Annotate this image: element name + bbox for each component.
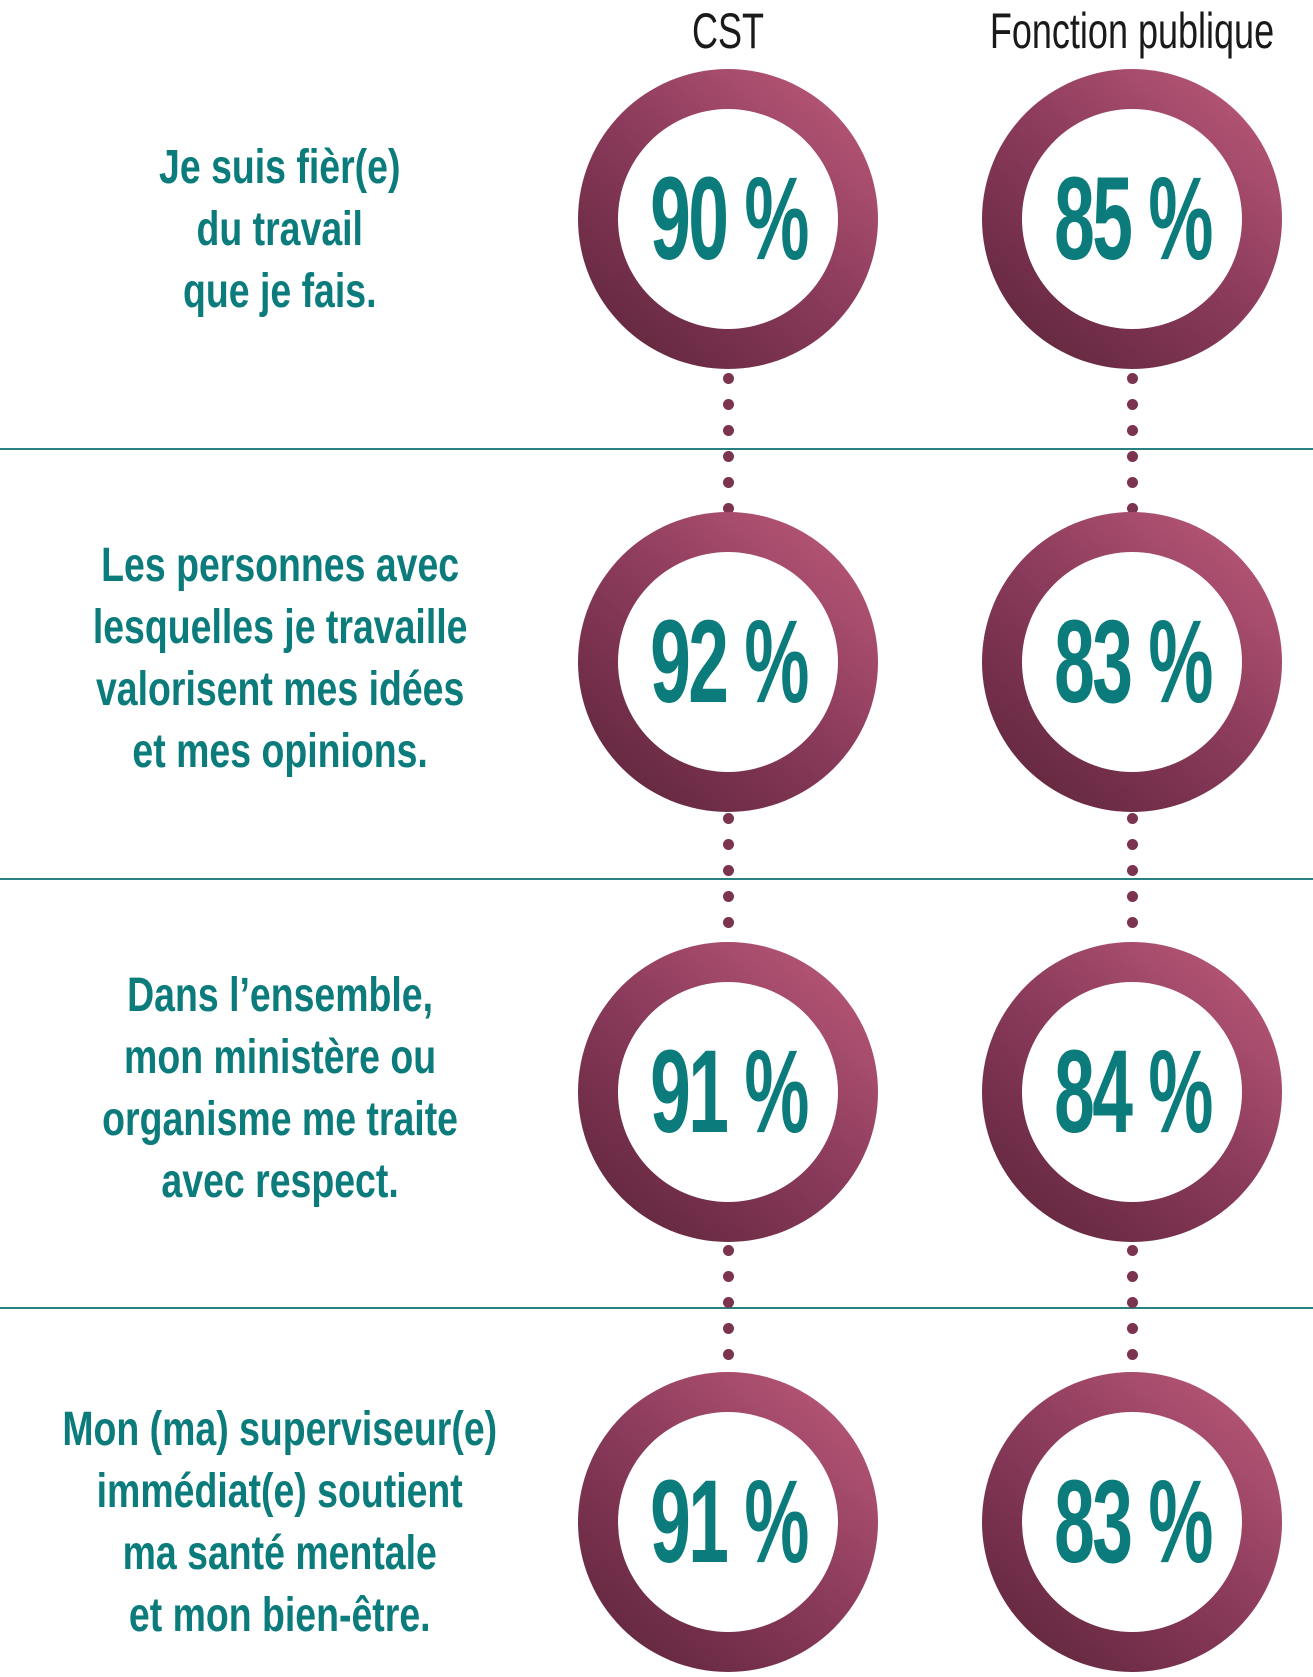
statement-line: mon ministère ou (123, 1031, 437, 1084)
public-service-ring-row-2: 83 % (982, 512, 1282, 812)
public-service-ring-row-3: 84 % (982, 942, 1282, 1242)
statement-line: valorisent mes idées (95, 663, 465, 716)
cst-percentage: 90 % (649, 153, 809, 285)
row-divider (0, 878, 1313, 880)
public-service-percentage: 83 % (1053, 596, 1213, 728)
statement-line: et mes opinions. (132, 725, 428, 778)
public-service-ring-row-1: 85 % (982, 69, 1282, 369)
dotted-connector (1127, 813, 1139, 943)
dotted-connector (723, 373, 735, 529)
row-divider (0, 1307, 1313, 1309)
dotted-connector (1127, 1245, 1139, 1375)
statement-line: immédiat(e) soutient (96, 1465, 464, 1518)
statement-row-4: Mon (ma) superviseur(e) immédiat(e) sout… (0, 1399, 560, 1647)
dotted-connector (723, 1245, 735, 1375)
statement-line: organisme me traite (102, 1093, 458, 1146)
column-header-public-service: Fonction publique (989, 3, 1275, 59)
statement-row-2: Les personnes avec lesquelles je travail… (0, 535, 560, 783)
statement-line: Mon (ma) superviseur(e) (62, 1403, 498, 1456)
cst-ring-row-4: 91 % (578, 1372, 878, 1672)
statement-line: que je fais. (183, 265, 377, 318)
public-service-ring-row-4: 83 % (982, 1372, 1282, 1672)
statement-line: ma santé mentale (122, 1527, 438, 1580)
public-service-percentage: 83 % (1053, 1456, 1213, 1588)
column-header-cst: CST (692, 3, 764, 59)
cst-percentage: 92 % (649, 596, 809, 728)
statement-line: du travail (196, 203, 364, 256)
public-service-percentage: 85 % (1053, 153, 1213, 285)
statement-row-1: Je suis fièr(e) du travail que je fais. (0, 137, 560, 323)
cst-ring-row-3: 91 % (578, 942, 878, 1242)
statement-row-3: Dans l’ensemble, mon ministère ou organi… (0, 965, 560, 1213)
cst-percentage: 91 % (649, 1456, 809, 1588)
statement-line: Dans l’ensemble, (127, 969, 433, 1022)
dotted-connector (723, 813, 735, 943)
dotted-connector (1127, 373, 1139, 529)
cst-ring-row-2: 92 % (578, 512, 878, 812)
statement-line: avec respect. (161, 1155, 399, 1208)
cst-ring-row-1: 90 % (578, 69, 878, 369)
public-service-percentage: 84 % (1053, 1026, 1213, 1158)
statement-line: et mon bien-être. (129, 1589, 431, 1642)
statement-line: Les personnes avec (101, 539, 459, 592)
statement-line: Je suis fièr(e) (159, 141, 401, 194)
cst-percentage: 91 % (649, 1026, 809, 1158)
row-divider (0, 448, 1313, 450)
statement-line: lesquelles je travaille (92, 601, 468, 654)
